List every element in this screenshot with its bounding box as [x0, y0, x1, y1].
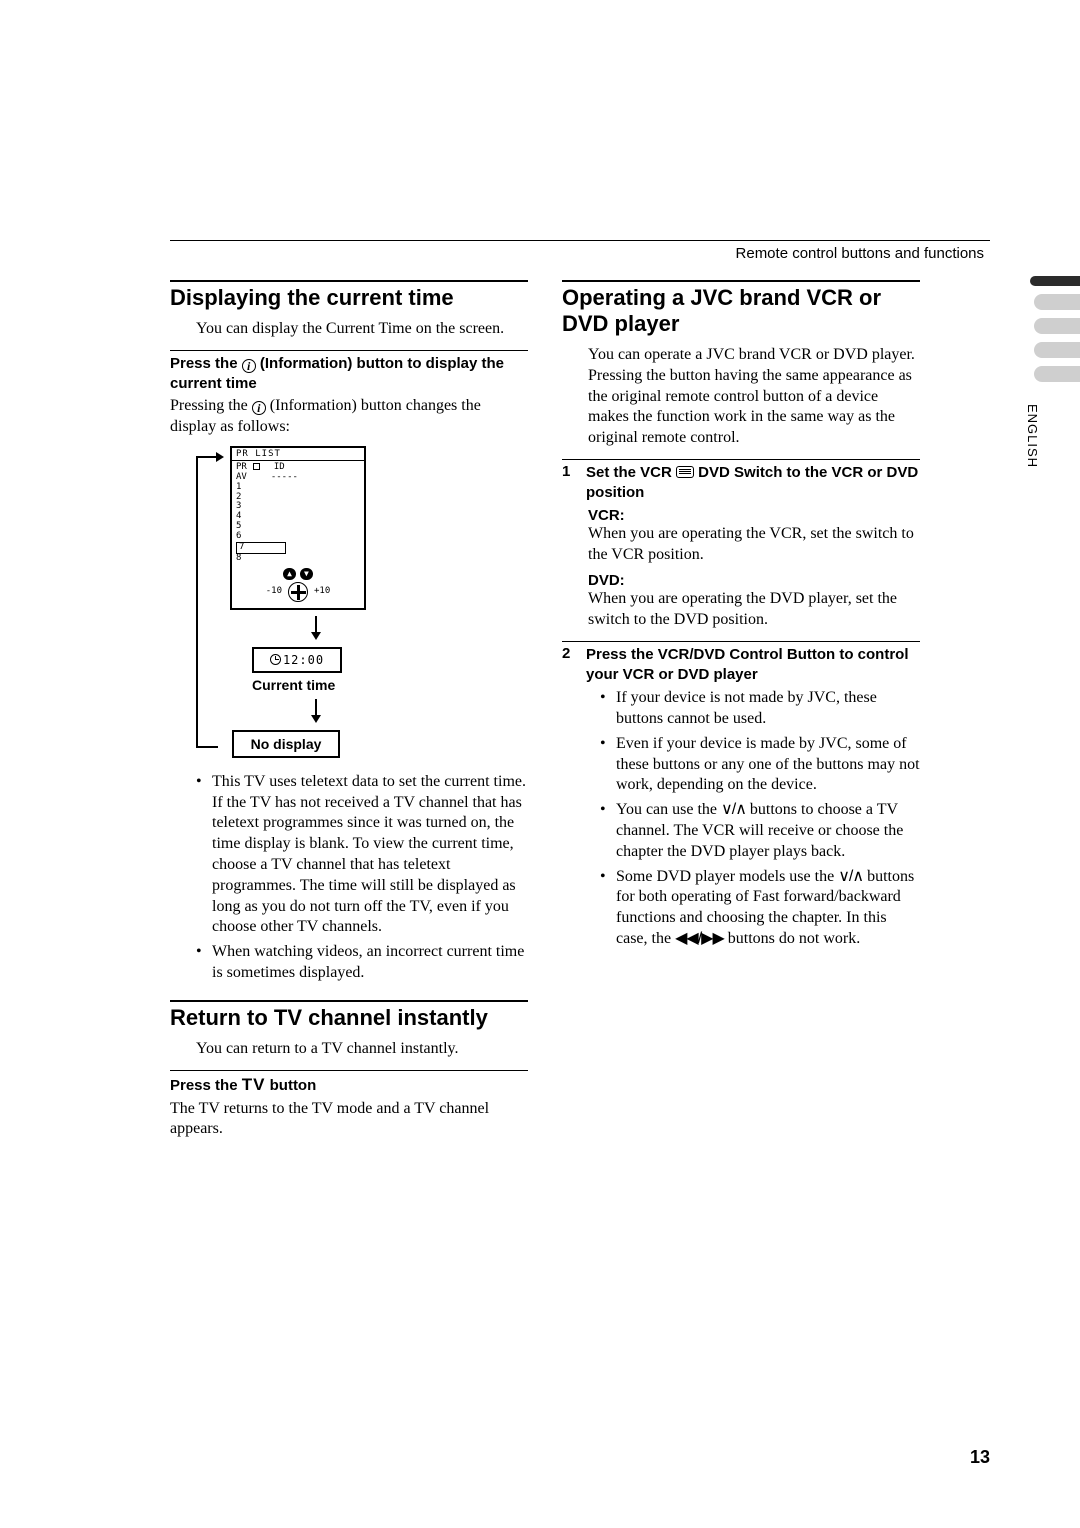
sub-rule [562, 641, 920, 642]
section-title: Displaying the current time [170, 285, 528, 311]
ch-3: 3 [236, 502, 360, 512]
content-columns: Displaying the current time You can disp… [170, 280, 990, 1146]
page-number: 13 [970, 1447, 990, 1468]
step-2: 2 Press the VCR/DVD Control Button to co… [562, 645, 920, 686]
minus10: -10 [266, 587, 282, 597]
press-heading: Press the i (Information) button to disp… [170, 354, 528, 395]
left-column: Displaying the current time You can disp… [170, 280, 528, 1146]
no-display-box: No display [232, 730, 340, 758]
list-item: Even if your device is made by JVC, some… [600, 734, 920, 796]
press-a: Press the [170, 355, 242, 372]
current-time-caption: Current time [252, 677, 436, 693]
side-tab [1034, 294, 1080, 310]
pr-list-body: PR ID AV ----- 1 2 3 4 5 6 [232, 461, 364, 608]
vcr-body: When you are operating the VCR, set the … [588, 524, 920, 566]
step2-bullets: If your device is not made by JVC, these… [600, 688, 920, 950]
ch-4: 4 [236, 512, 360, 522]
ch-7: 7 [236, 542, 286, 554]
up-pill: ▲ [283, 568, 296, 580]
section-rule [562, 280, 920, 282]
plus-minus-row: -10 +10 [236, 582, 360, 602]
b4c: buttons do not work. [724, 930, 860, 947]
s1a: Set the VCR [586, 464, 676, 481]
step-text: Press the VCR/DVD Control Button to cont… [586, 645, 920, 686]
up-down-symbol: ∨/∧ [721, 801, 746, 818]
tv-label: TV [242, 1075, 266, 1094]
side-tabs [1026, 276, 1080, 382]
intro-text: You can return to a TV channel instantly… [196, 1039, 528, 1060]
info-icon: i [252, 401, 266, 415]
arrow-down [196, 699, 436, 724]
up-down-symbol: ∨/∧ [838, 868, 863, 885]
step-number: 1 [562, 463, 576, 504]
nav-pills-row: ▲ ▼ [236, 568, 360, 580]
ch-5: 5 [236, 522, 360, 532]
press-body: The TV returns to the TV mode and a TV c… [170, 1099, 528, 1141]
ch-1: 1 [236, 483, 360, 493]
header-text: Remote control buttons and functions [170, 245, 990, 262]
ch-2: 2 [236, 493, 360, 503]
step-number: 2 [562, 645, 576, 686]
time-value: 12:00 [283, 653, 324, 667]
switch-icon [676, 466, 694, 478]
lock-icon [253, 463, 260, 470]
b3a: You can use the [616, 801, 721, 818]
sub-rule [170, 1070, 528, 1071]
section-rule [170, 1000, 528, 1002]
cycle-arrow-rail [190, 456, 204, 748]
down-pill: ▼ [300, 568, 313, 580]
press-body-a: Pressing the [170, 397, 252, 414]
av-dash: ----- [271, 473, 298, 483]
intro-text: You can operate a JVC brand VCR or DVD p… [588, 345, 920, 449]
sub-rule [562, 459, 920, 460]
side-tab [1034, 366, 1080, 382]
step-text: Set the VCR DVD Switch to the VCR or DVD… [586, 463, 920, 504]
section-title: Return to TV channel instantly [170, 1005, 528, 1031]
dpad-icon [288, 582, 308, 602]
intro-text: You can display the Current Time on the … [196, 319, 528, 340]
display-cycle-figure: PR LIST PR ID AV ----- 1 2 3 [196, 446, 436, 758]
plus10: +10 [314, 587, 330, 597]
dvd-body: When you are operating the DVD player, s… [588, 589, 920, 631]
list-item: You can use the ∨/∧ buttons to choose a … [600, 800, 920, 862]
list-item: This TV uses teletext data to set the cu… [196, 772, 528, 938]
time-box: 12:00 [252, 647, 342, 673]
notes-list: This TV uses teletext data to set the cu… [196, 772, 528, 984]
clock-icon [270, 654, 281, 665]
step-1: 1 Set the VCR DVD Switch to the VCR or D… [562, 463, 920, 504]
list-item: Some DVD player models use the ∨/∧ butto… [600, 867, 920, 950]
info-icon: i [242, 359, 256, 373]
side-tab-active [1030, 276, 1080, 286]
b4a: Some DVD player models use the [616, 868, 838, 885]
list-item: If your device is not made by JVC, these… [600, 688, 920, 730]
section-rule [170, 280, 528, 282]
arrow-down [196, 616, 436, 641]
pr-list-screen: PR LIST PR ID AV ----- 1 2 3 [230, 446, 366, 610]
right-column: Operating a JVC brand VCR or DVD player … [562, 280, 920, 1146]
language-label: ENGLISH [1025, 404, 1040, 468]
dvd-label: DVD: [588, 572, 920, 589]
sub-rule [170, 350, 528, 351]
header-divider [170, 240, 990, 241]
press-a: Press the [170, 1077, 242, 1094]
press-heading: Press the TV button [170, 1074, 528, 1097]
side-tab [1034, 342, 1080, 358]
ch-6: 6 [236, 532, 360, 542]
vcr-label: VCR: [588, 507, 920, 524]
press-b: button [265, 1077, 316, 1094]
list-item: When watching videos, an incorrect curre… [196, 942, 528, 984]
pr-list-title: PR LIST [232, 448, 364, 461]
press-body: Pressing the i (Information) button chan… [170, 396, 528, 438]
side-tab [1034, 318, 1080, 334]
rew-ff-symbol: ◀◀/▶▶ [675, 930, 724, 947]
ch-8: 8 [236, 554, 360, 564]
section-title: Operating a JVC brand VCR or DVD player [562, 285, 920, 337]
page: Remote control buttons and functions Dis… [0, 0, 1080, 1206]
